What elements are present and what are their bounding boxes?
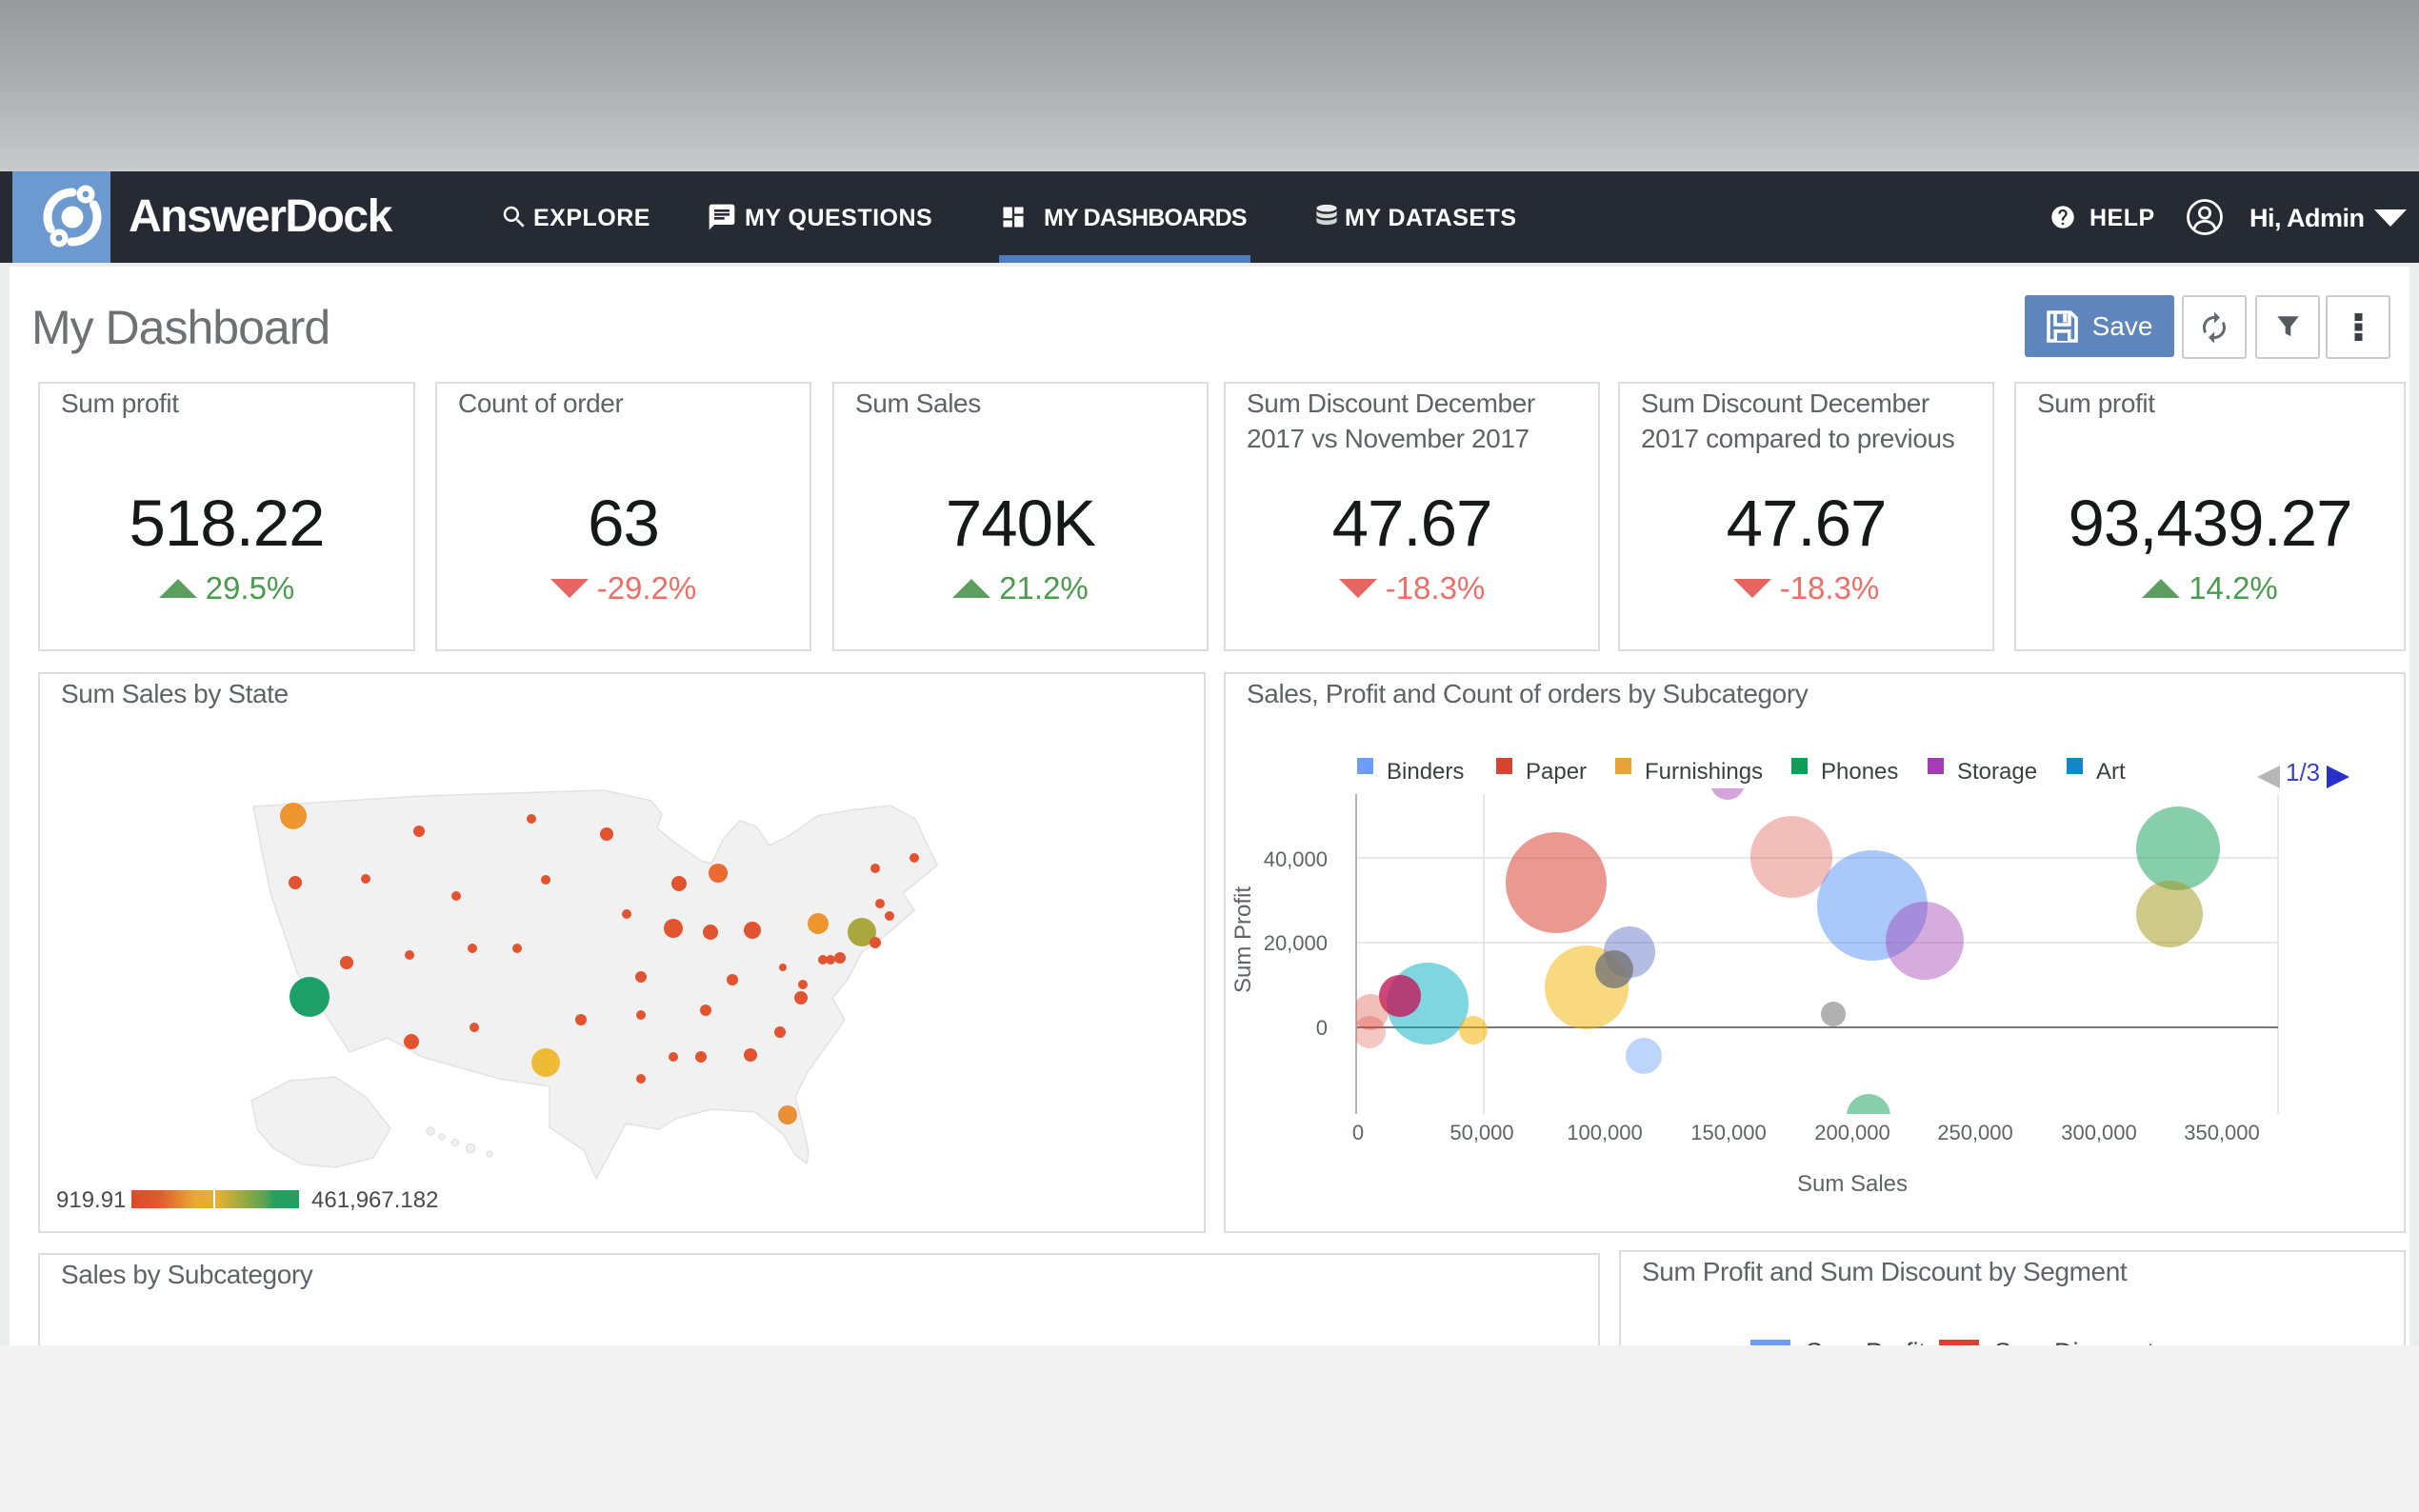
svg-text:50,000: 50,000	[1449, 1121, 1513, 1144]
svg-text:150,000: 150,000	[1690, 1121, 1767, 1144]
svg-text:Phones: Phones	[1821, 759, 1898, 785]
svg-text:0: 0	[1352, 1121, 1364, 1144]
svg-text:1/3: 1/3	[2286, 758, 2320, 786]
svg-text:350,000: 350,000	[2184, 1121, 2260, 1144]
svg-text:Sum Profit: Sum Profit	[1230, 886, 1256, 993]
svg-text:Paper: Paper	[1526, 759, 1587, 785]
svg-text:200,000: 200,000	[1814, 1121, 1890, 1144]
svg-text:0: 0	[1316, 1016, 1328, 1040]
svg-text:Storage: Storage	[1957, 759, 2037, 785]
svg-text:Binders: Binders	[1387, 759, 1464, 785]
svg-text:Sum Sales: Sum Sales	[1797, 1171, 1908, 1197]
svg-text:Furnishings: Furnishings	[1645, 759, 1763, 785]
svg-text:Art: Art	[2096, 759, 2126, 785]
svg-text:461,967.182: 461,967.182	[311, 1187, 438, 1213]
svg-text:100,000: 100,000	[1567, 1121, 1643, 1144]
svg-text:300,000: 300,000	[2061, 1121, 2137, 1144]
svg-text:20,000: 20,000	[1264, 931, 1328, 955]
svg-text:40,000: 40,000	[1264, 847, 1328, 871]
svg-text:250,000: 250,000	[1937, 1121, 2013, 1144]
svg-text:919.91: 919.91	[56, 1187, 126, 1213]
